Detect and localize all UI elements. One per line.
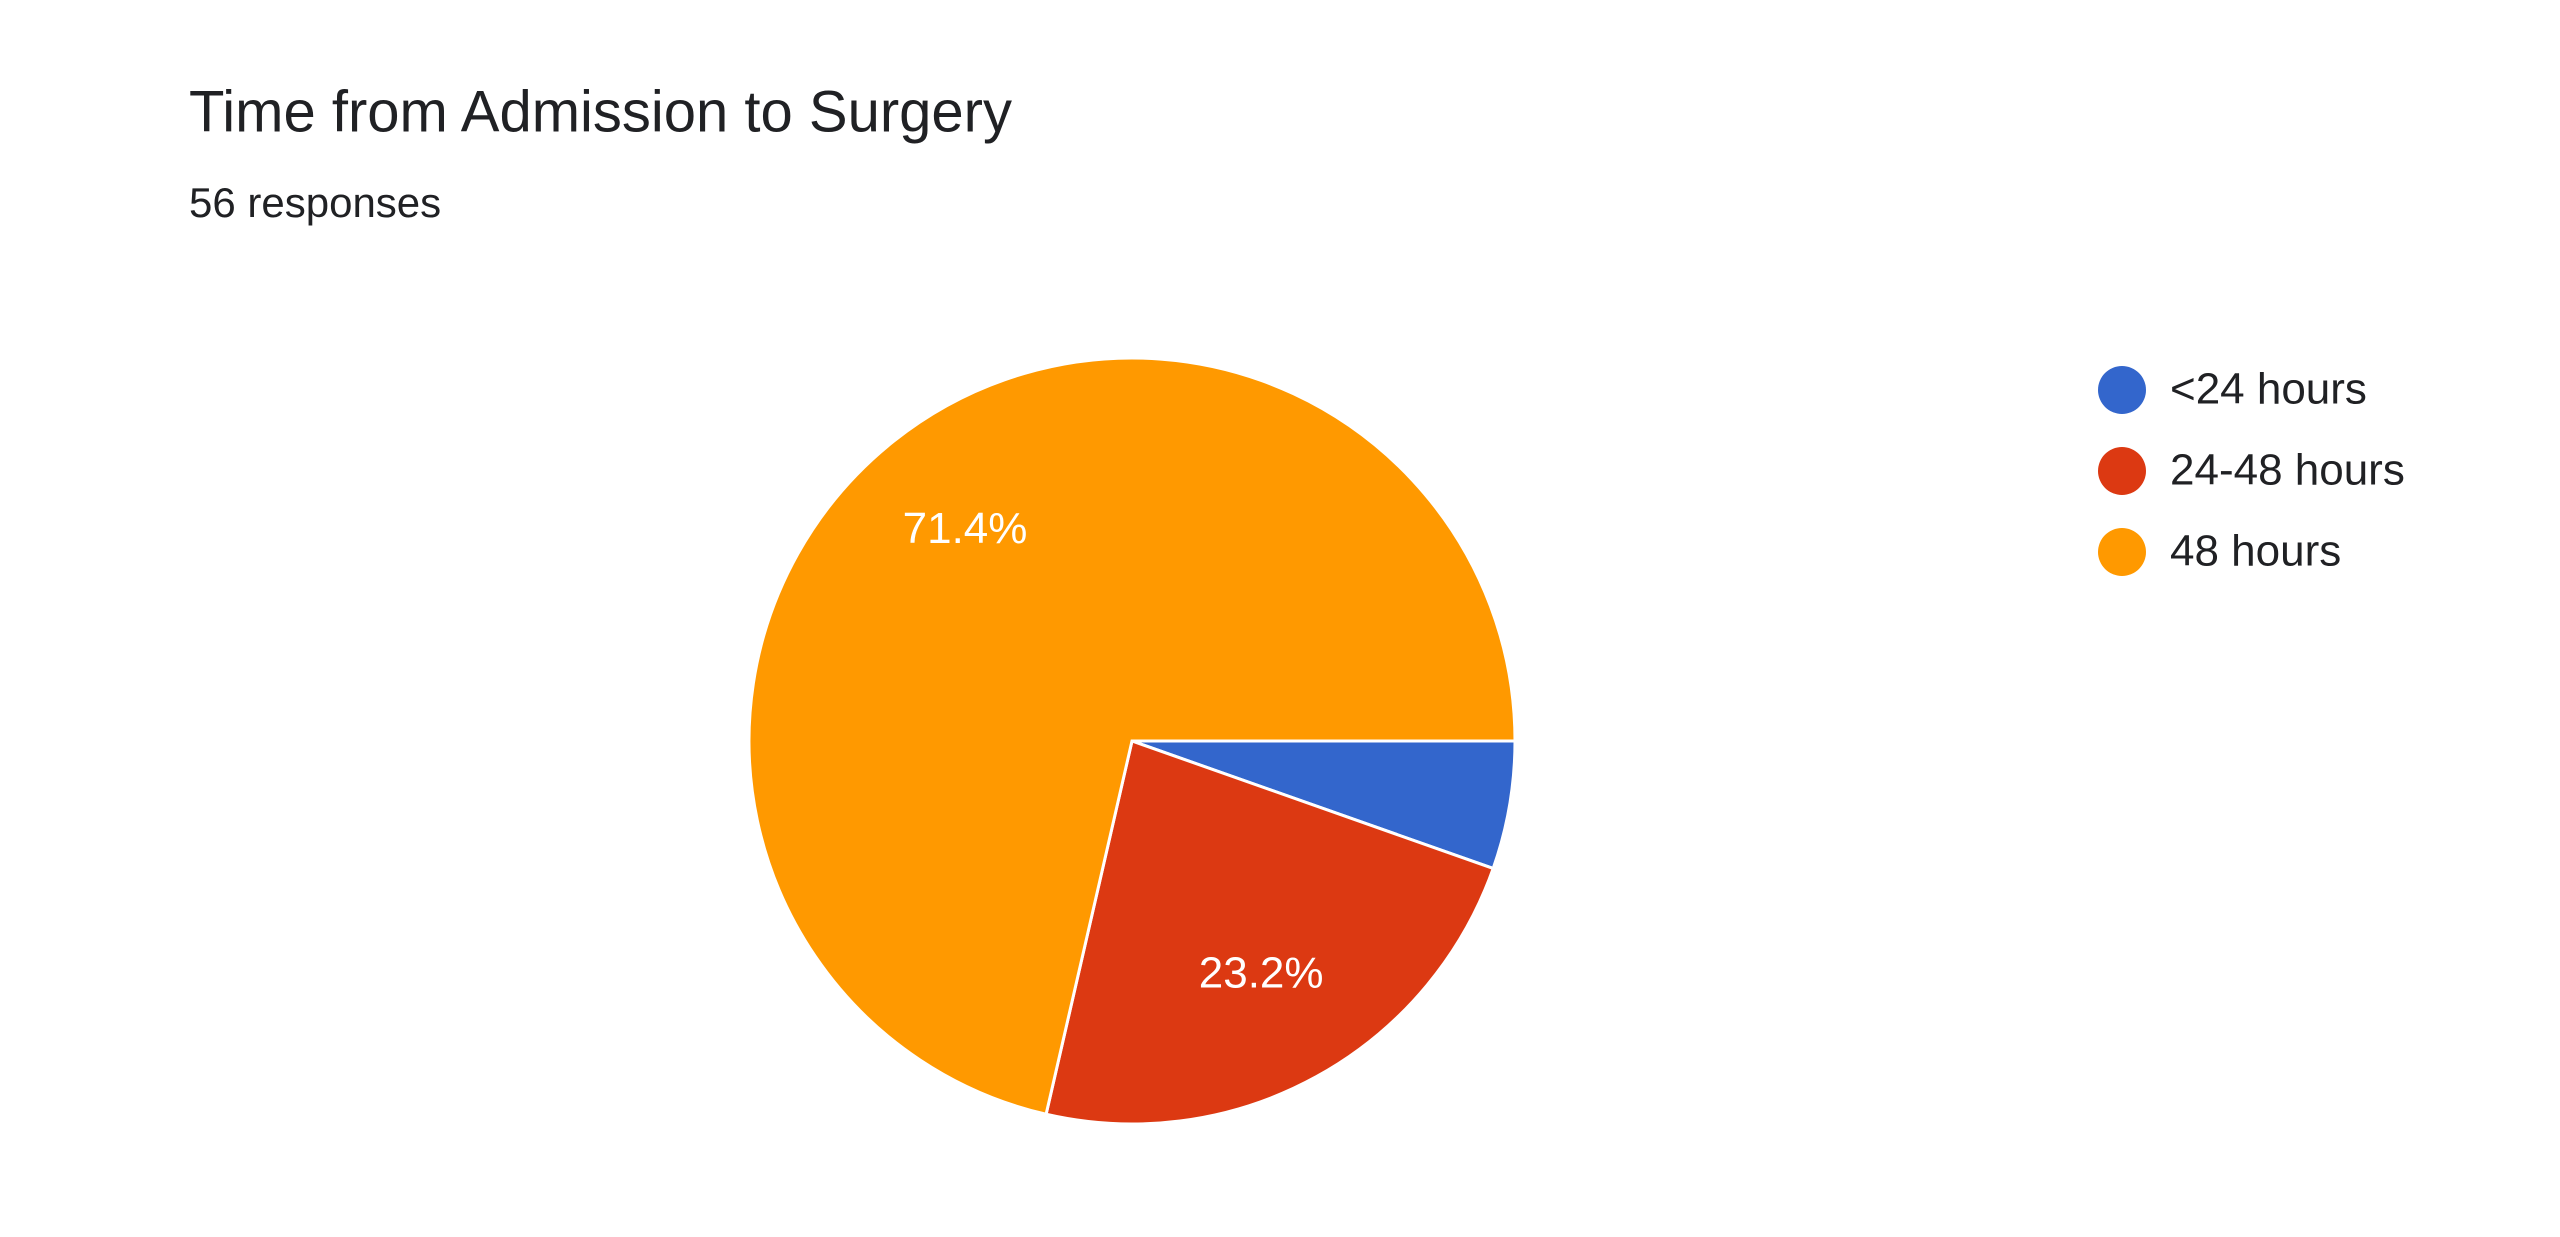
data-label: 71.4% (903, 504, 1028, 553)
legend-marker (2098, 447, 2146, 495)
legend-marker (2098, 366, 2146, 414)
pie-slice (747, 356, 1517, 1117)
legend-marker (2098, 528, 2146, 576)
legend-label: <24 hours (2170, 365, 2367, 414)
legend-label: 24-48 hours (2170, 446, 2405, 495)
chart-subtitle: 56 responses (189, 179, 441, 226)
pie-slice (1044, 739, 1496, 1126)
data-label: 23.2% (1199, 949, 1324, 998)
chart-title: Time from Admission to Surgery (189, 79, 1012, 144)
legend-label: 48 hours (2170, 527, 2341, 576)
